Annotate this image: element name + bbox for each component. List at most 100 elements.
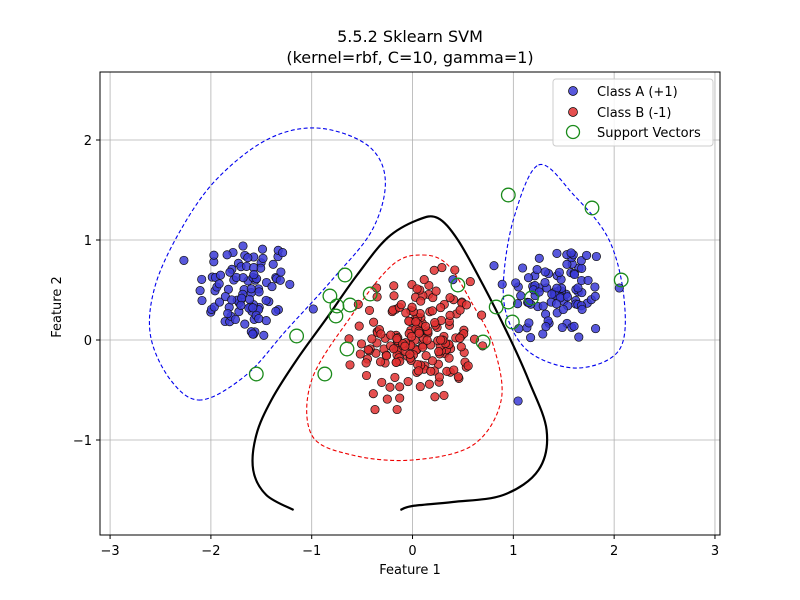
class-b-point xyxy=(424,379,434,389)
class-b-point xyxy=(434,372,444,382)
class-b-point xyxy=(364,305,375,315)
class-b-point xyxy=(385,382,395,392)
class-a-point xyxy=(590,282,600,292)
class-b-point xyxy=(375,357,386,367)
class-b-point xyxy=(376,329,386,339)
class-b-point xyxy=(429,265,439,275)
margin-contours xyxy=(148,127,626,462)
class-b-point xyxy=(396,300,406,310)
support-vector-marker xyxy=(584,200,600,216)
class-a-point xyxy=(534,287,544,297)
class-b-point xyxy=(445,293,455,303)
class-a-point xyxy=(227,295,237,305)
class-a-point xyxy=(236,300,246,310)
class-b-point xyxy=(354,321,364,331)
legend-marker-support-vectors xyxy=(565,124,581,140)
x-tick-label: −1 xyxy=(302,544,321,559)
class-a-point xyxy=(516,291,526,301)
y-tick-label: 2 xyxy=(84,134,92,149)
support-vector-marker xyxy=(289,328,305,344)
support-vector-marker xyxy=(450,277,466,293)
class-a-point xyxy=(238,273,248,283)
support-vector-marker xyxy=(500,294,516,310)
x-tick-label: −3 xyxy=(100,544,119,559)
support-vector-marker xyxy=(339,341,355,357)
class-b-point xyxy=(377,377,387,387)
support-vector-marker xyxy=(362,286,378,302)
class-b-point xyxy=(434,347,444,357)
class-b-point xyxy=(436,303,446,313)
class-a-point xyxy=(285,279,295,289)
class-b-point xyxy=(391,357,401,367)
class-a-point xyxy=(554,267,564,277)
class-b-point xyxy=(421,351,431,361)
class-a-point xyxy=(524,318,534,328)
class-b-point xyxy=(363,345,373,355)
support-vector-marker xyxy=(328,308,344,324)
margin-contour-class-a-left xyxy=(148,127,386,401)
class-a-point xyxy=(562,292,573,302)
class-a-point xyxy=(551,299,562,309)
support-vector-marker xyxy=(329,298,345,314)
class-a-point xyxy=(179,255,189,265)
class-a-point xyxy=(254,314,264,324)
class-b-point xyxy=(368,389,378,399)
class-b-point xyxy=(461,300,472,310)
class-a-point xyxy=(278,248,288,258)
class-a-point xyxy=(248,329,258,339)
class-b-point xyxy=(390,372,400,382)
class-b-point xyxy=(444,353,454,363)
class-a-point xyxy=(513,396,523,406)
support-vector-marker xyxy=(500,187,516,203)
class-a-point xyxy=(591,251,601,262)
class-a-point xyxy=(540,277,550,288)
x-tick-label: 2 xyxy=(610,544,618,559)
class-b-point xyxy=(450,265,460,275)
class-a-point xyxy=(222,250,232,260)
class-a-point xyxy=(577,304,587,314)
class-b-point xyxy=(392,334,402,344)
class-b-point xyxy=(389,344,399,354)
class-a-point xyxy=(223,308,233,319)
class-a-point xyxy=(238,241,248,251)
class-a-point xyxy=(547,289,557,299)
class-b-point xyxy=(400,341,410,351)
class-a-point xyxy=(523,273,534,283)
class-a-point xyxy=(248,303,258,313)
class-b-point xyxy=(430,318,440,328)
class-b-point xyxy=(412,284,422,294)
class-b-point xyxy=(361,358,371,368)
class-b-point xyxy=(445,310,455,320)
class-a-point xyxy=(268,259,278,269)
class-b-point xyxy=(407,331,417,342)
class-a-point xyxy=(538,301,548,311)
class-a-point xyxy=(526,333,536,343)
class-a-point xyxy=(243,253,253,263)
class-a-point xyxy=(489,261,499,271)
class-a-point xyxy=(197,295,207,306)
support-vectors xyxy=(248,187,629,382)
class-a-point xyxy=(271,306,281,316)
data-points xyxy=(179,241,624,415)
class-a-point xyxy=(573,283,583,293)
class-a-point xyxy=(258,253,268,263)
class-a-point xyxy=(254,287,264,297)
class-a-point xyxy=(197,274,207,284)
class-b-point xyxy=(456,342,466,352)
class-b-point xyxy=(395,382,405,392)
class-a-point xyxy=(259,330,269,340)
class-b-point xyxy=(419,275,429,285)
class-a-point xyxy=(257,244,268,254)
class-a-point xyxy=(249,270,259,280)
class-b-point xyxy=(465,277,475,287)
support-vector-marker xyxy=(524,290,539,306)
class-b-point xyxy=(389,291,399,301)
class-a-point xyxy=(261,295,271,305)
class-a-point xyxy=(582,250,592,260)
class-b-point xyxy=(463,361,473,371)
class-a-point xyxy=(214,297,225,307)
legend-label-class-b: Class B (-1) xyxy=(597,106,672,121)
class-a-point xyxy=(566,248,576,258)
class-a-point xyxy=(590,291,600,301)
class-b-point xyxy=(415,382,425,392)
